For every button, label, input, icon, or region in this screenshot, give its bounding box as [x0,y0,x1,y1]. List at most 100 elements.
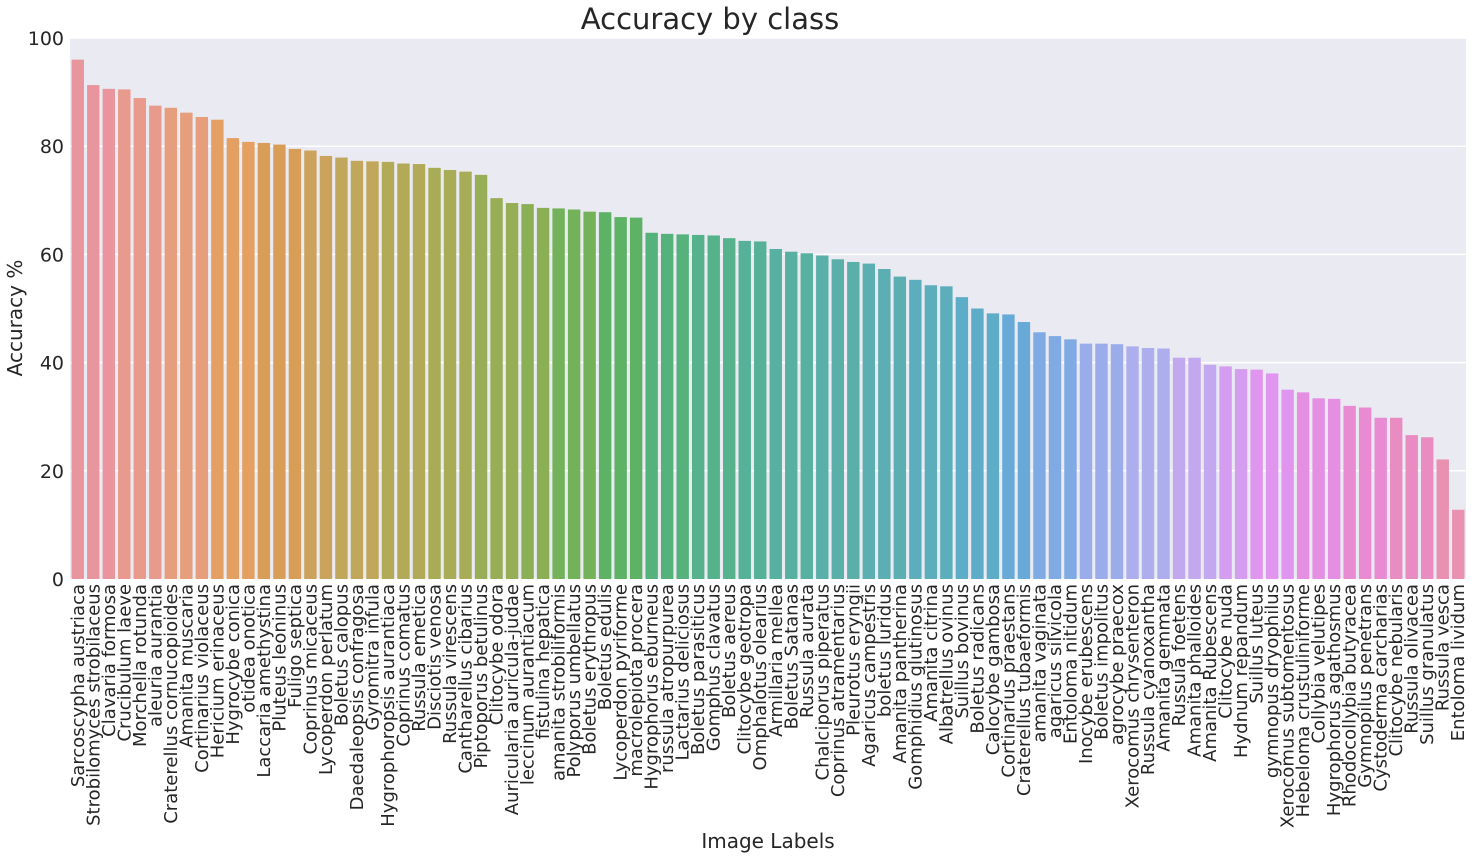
bar [133,98,147,580]
x-tick-label: Cortinarius praestans [998,584,1019,778]
x-tick-label: Boletus radicans [967,584,988,734]
bar [381,161,395,579]
x-tick-label: Entoloma lividum [1448,584,1469,741]
chart-title: Accuracy by class [581,2,839,36]
bar [273,144,286,579]
bar [847,261,860,579]
bar [567,209,581,579]
x-tick-label: Omphalotus olearius [750,584,771,770]
x-tick-label: Agaricus campestris [859,584,880,767]
x-tick-label: Xerocomus chrysenteron [1123,584,1144,808]
x-tick-label: Russula emetica [409,584,430,732]
x-tick-label: Sarcoscypha austriaca [68,584,89,787]
bar [459,171,472,579]
bar [257,142,271,579]
x-tick-label: Amanita phalloides [1185,584,1206,757]
x-tick-label: Gomphidius glutinosus [905,584,926,790]
bar [800,253,813,579]
y-tick-label: 80 [40,136,64,158]
x-axis-title: Image Labels [701,829,834,853]
bar [1141,347,1155,579]
bar [521,204,534,579]
bar [660,233,674,579]
gridlines [70,37,1466,580]
bar [862,263,876,579]
x-tick-label: Lycoperdon perlatum [316,584,337,775]
bar [598,212,612,579]
x-tick-label: Clitocybe nuda [1216,584,1237,719]
x-tick-label: Amanita gemmata [1154,584,1175,752]
bar [319,155,333,579]
bar [1234,369,1248,579]
bar [490,198,503,579]
bar [909,279,922,579]
bar [149,105,162,580]
bar [754,241,767,580]
x-tick-label: Pluteus leoninus [269,584,290,732]
bar [645,232,658,579]
bar [1157,348,1170,579]
bar [583,211,596,579]
bar [1358,407,1372,579]
bar [986,313,1000,579]
x-tick-label: Cystoderma carcharias [1371,584,1392,792]
x-tick-label: Boletus impolitus [1091,584,1112,740]
x-tick-label: Xerocomus subtomentosus [1278,584,1299,828]
bar [1110,344,1124,579]
x-tick-label: fistulina hepatica [533,584,554,739]
x-tick-label: Strobilomyces strobilaceus [83,584,104,826]
bar [1405,435,1418,579]
x-tick-label: Polyporus umbellatus [564,584,585,778]
bar [893,276,907,579]
x-tick-label: Calocybe gambosa [983,584,1004,755]
x-tick-label: Boletus erythropus [580,584,601,755]
x-tick-label: Gyromitra infula [362,584,383,731]
x-tick-label: Collybia velutipes [1309,584,1330,744]
bar [676,234,689,579]
bar [102,88,115,579]
bar [614,217,627,579]
bar [226,138,240,579]
x-tick-label: agaricus silvicola [1045,584,1066,738]
bar [536,207,550,579]
bar [971,308,984,579]
x-tick-label: Hygrocybe conica [223,584,244,745]
x-tick-label: Morchella rotunda [130,584,151,747]
x-tick-label: Clavaria formosa [99,584,120,737]
bar [335,157,348,579]
bar [1374,417,1387,579]
x-tick-label: Clitocybe nebularis [1386,584,1407,757]
bar [242,141,255,579]
bar [71,59,84,579]
x-tick-label: Russula virescens [440,584,461,744]
bar [195,116,209,580]
x-tick-label: Clitocybe geotropa [735,584,756,754]
x-tick-label: boletus luridus [874,584,895,717]
bar [629,217,643,580]
y-tick-label: 0 [52,569,64,591]
x-tick-label: Russula foetens [1169,584,1190,726]
x-tick-label: Entoloma nitidum [1060,584,1081,744]
x-tick-label: Piptoporus betulinus [471,584,492,768]
bar [1017,322,1031,579]
x-tick-label: Armillaria mellea [766,584,787,737]
x-tick-label: Cantharellus cibarius [456,584,477,774]
x-tick-label: Hericium erinaceus [207,584,228,758]
x-tick-label: Suillus granulatus [1417,584,1438,745]
x-tick-label: Hydnum repandum [1231,584,1252,758]
bar [304,150,317,579]
bar [428,167,441,579]
x-tick-label: Boletus Satanas [781,584,802,729]
x-tick-label: Russula olivacea [1402,584,1423,734]
x-tick-label: Albatrellus ovinus [936,584,957,744]
x-tick-label: gymnopus dryophilus [1262,584,1283,778]
x-tick-label: Auricularia auricula-judae [502,584,523,815]
bar [1343,405,1356,579]
x-tick-label: Disciotis venosa [425,584,446,730]
y-axis-ticks: 0 20 40 60 80 100 [28,28,64,591]
y-tick-label: 40 [40,353,64,375]
x-tick-label: Crucibulum laeve [114,584,135,742]
bar [831,259,845,579]
bar [940,286,953,579]
